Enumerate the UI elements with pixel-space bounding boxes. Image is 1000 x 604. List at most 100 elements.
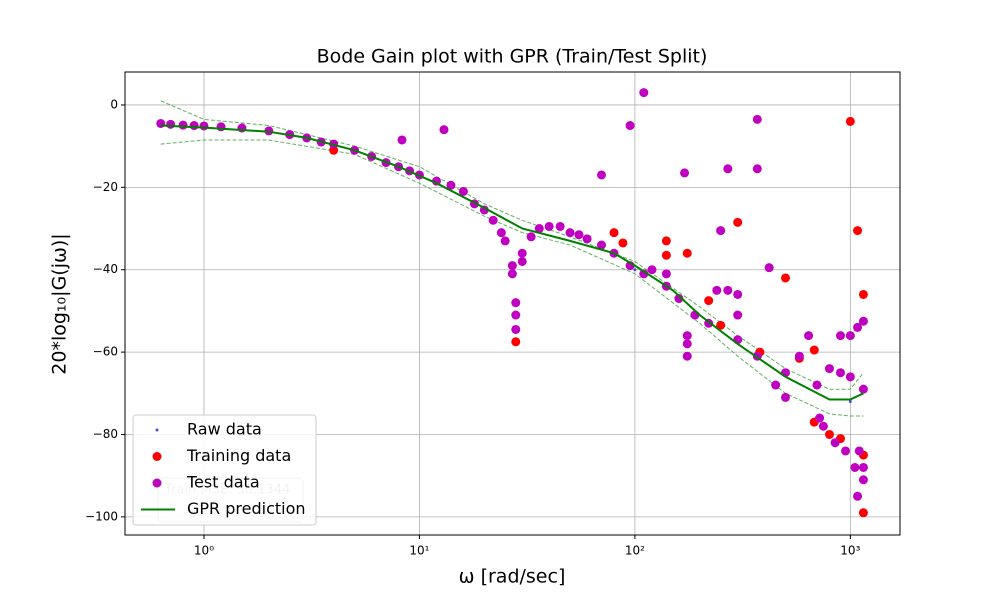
point (446, 180, 456, 190)
point (771, 380, 781, 390)
point (682, 351, 692, 361)
legend-swatch (152, 478, 162, 488)
x-tick-label: 10² (625, 544, 645, 558)
point (850, 462, 860, 472)
point (809, 345, 819, 355)
point (841, 446, 851, 456)
point (199, 121, 209, 131)
point (716, 226, 726, 236)
point (511, 310, 521, 320)
point (439, 125, 449, 135)
point (397, 135, 407, 145)
point (858, 508, 868, 518)
y-axis-label: 20*log₁₀|G(jω)| (49, 233, 71, 374)
point (565, 228, 575, 238)
point (853, 322, 863, 332)
point (166, 119, 176, 129)
point (716, 320, 726, 330)
point (511, 298, 521, 308)
point (633, 268, 637, 272)
point (329, 145, 339, 155)
point (597, 170, 607, 180)
x-tick-label: 10⁰ (194, 544, 214, 558)
point (555, 221, 565, 231)
point (534, 224, 544, 234)
chart-title: Bode Gain plot with GPR (Train/Test Spli… (317, 46, 708, 68)
point (496, 228, 506, 238)
point (845, 331, 855, 341)
legend-label: GPR prediction (187, 499, 306, 518)
point (458, 186, 468, 196)
legend-label: Training data (186, 446, 291, 465)
point (853, 491, 863, 501)
point (824, 364, 834, 374)
gpr-line (160, 124, 864, 401)
point (544, 221, 554, 231)
point (511, 324, 521, 334)
legend-label: Test data (186, 473, 260, 492)
point (835, 368, 845, 378)
point (794, 351, 804, 361)
point (661, 269, 671, 279)
point (500, 236, 510, 246)
point (661, 250, 671, 260)
legend-box (132, 414, 317, 526)
point (488, 215, 498, 225)
point (682, 248, 692, 258)
x-tick-label: 10³ (840, 544, 860, 558)
point (830, 438, 840, 448)
confidence-bound (160, 139, 864, 417)
point (517, 256, 527, 266)
point (804, 331, 814, 341)
point (854, 446, 864, 456)
point (853, 226, 863, 236)
point (574, 230, 584, 240)
point (216, 122, 226, 132)
point (704, 296, 714, 306)
point (858, 462, 868, 472)
point (526, 232, 536, 242)
point (517, 248, 527, 258)
legend-label: Raw data (187, 420, 262, 439)
point (858, 316, 868, 326)
x-tick-label: 10¹ (409, 544, 429, 558)
y-tick-label: −20 (93, 180, 118, 194)
y-tick-label: −40 (93, 262, 118, 276)
point (674, 294, 684, 304)
point (858, 289, 868, 299)
point (845, 372, 855, 382)
y-tick-label: −100 (85, 509, 118, 523)
point (858, 384, 868, 394)
point (848, 400, 852, 404)
point (178, 120, 188, 130)
point (625, 121, 635, 131)
legend-swatch (155, 428, 159, 432)
point (189, 121, 199, 131)
legend-swatch (152, 452, 162, 461)
point (733, 217, 743, 227)
point (845, 116, 855, 126)
point (609, 228, 619, 238)
point (682, 331, 692, 341)
point (507, 261, 517, 271)
point (618, 238, 628, 248)
point (764, 263, 774, 273)
point (639, 88, 649, 98)
point (812, 380, 822, 390)
point (639, 269, 649, 279)
point (597, 240, 607, 250)
point (752, 164, 762, 174)
point (752, 114, 762, 124)
point (507, 269, 517, 279)
y-tick-label: 0 (110, 97, 118, 111)
plot-frame (124, 71, 901, 536)
point (818, 421, 828, 431)
y-tick-label: −80 (93, 427, 118, 441)
point (780, 392, 790, 402)
point (780, 273, 790, 283)
point (582, 234, 592, 244)
x-axis-label: ω [rad/sec] (459, 566, 566, 588)
point (733, 289, 743, 299)
point (858, 475, 868, 485)
